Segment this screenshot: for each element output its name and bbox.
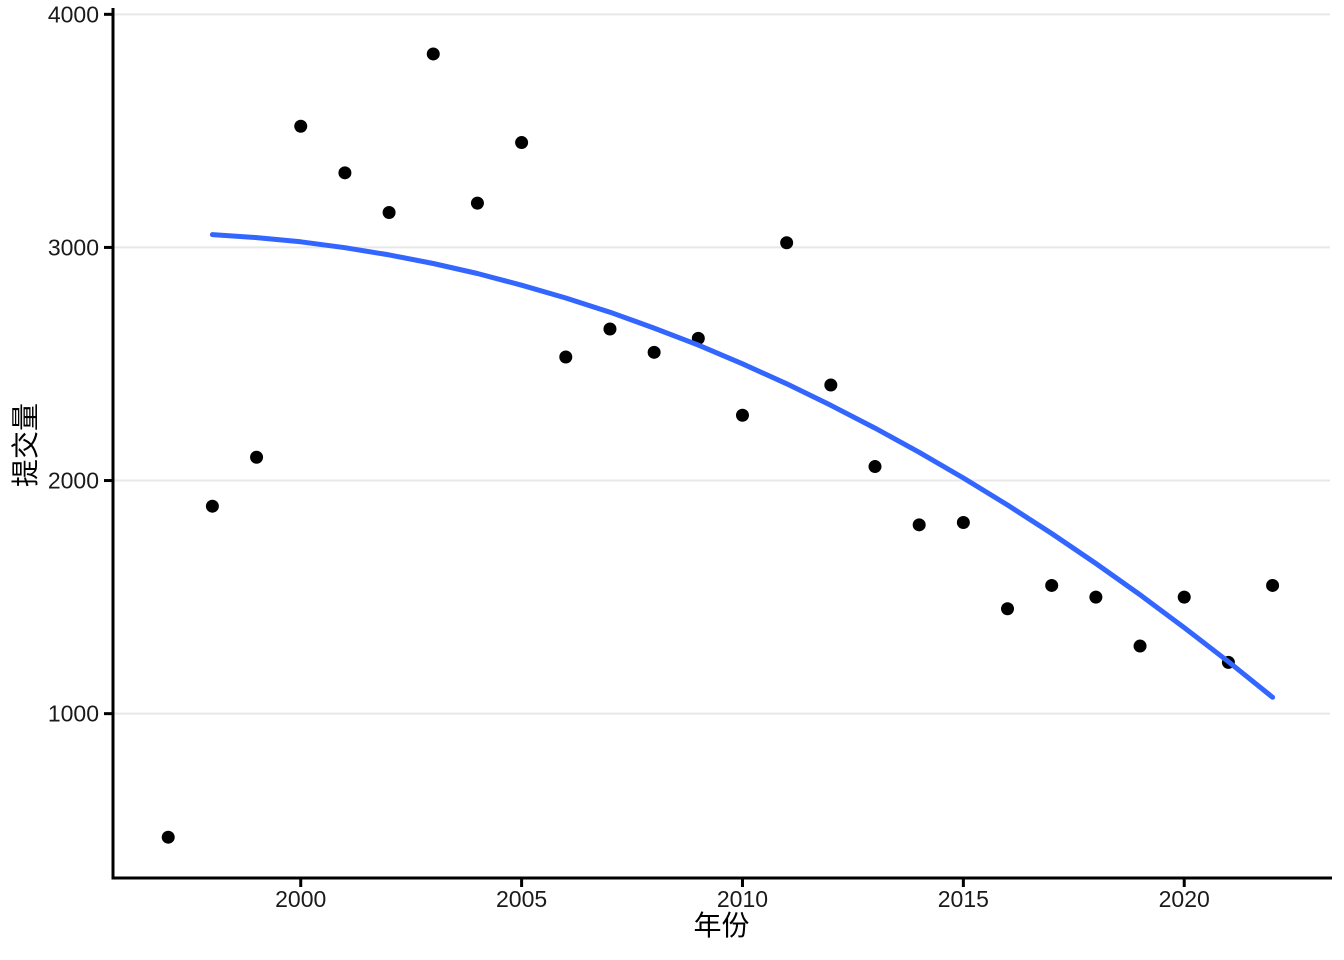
data-point <box>161 830 175 844</box>
data-point <box>912 518 926 532</box>
data-point <box>1266 578 1280 592</box>
data-point <box>426 47 440 61</box>
data-point <box>250 450 264 464</box>
x-tick-label: 2020 <box>1159 886 1210 912</box>
data-point <box>470 196 484 210</box>
data-point <box>1177 590 1191 604</box>
data-point <box>1045 578 1059 592</box>
data-point <box>868 460 882 474</box>
data-point <box>780 236 794 250</box>
y-tick-label: 4000 <box>48 1 99 27</box>
data-point <box>647 345 661 359</box>
trend-line <box>209 232 1276 700</box>
data-point <box>1001 602 1015 616</box>
x-tick-label: 2015 <box>938 886 989 912</box>
data-point <box>382 205 396 219</box>
data-point <box>205 499 219 513</box>
data-point <box>824 378 838 392</box>
data-point <box>735 408 749 422</box>
data-point <box>559 350 573 364</box>
x-tick-label: 2000 <box>275 886 326 912</box>
data-point <box>338 166 352 180</box>
y-tick-label: 3000 <box>48 234 99 260</box>
data-point <box>515 136 529 150</box>
data-point <box>603 322 617 336</box>
data-point <box>1133 639 1147 653</box>
x-axis-title: 年份 <box>693 910 750 941</box>
data-point <box>1089 590 1103 604</box>
y-tick-label: 2000 <box>48 468 99 494</box>
data-point <box>956 516 970 530</box>
data-point <box>294 119 308 133</box>
y-tick-label: 1000 <box>48 701 99 727</box>
x-tick-label: 2005 <box>496 886 547 912</box>
y-axis-title: 提交量 <box>10 402 41 488</box>
x-tick-label: 2010 <box>717 886 768 912</box>
